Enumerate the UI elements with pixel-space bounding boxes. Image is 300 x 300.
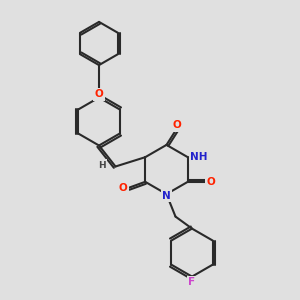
Text: O: O [207,177,216,187]
Text: H: H [98,160,106,169]
Text: O: O [119,183,128,193]
Text: NH: NH [190,152,208,162]
Text: N: N [162,190,171,201]
Text: O: O [172,120,182,130]
Text: O: O [94,89,103,99]
Text: F: F [188,277,196,287]
